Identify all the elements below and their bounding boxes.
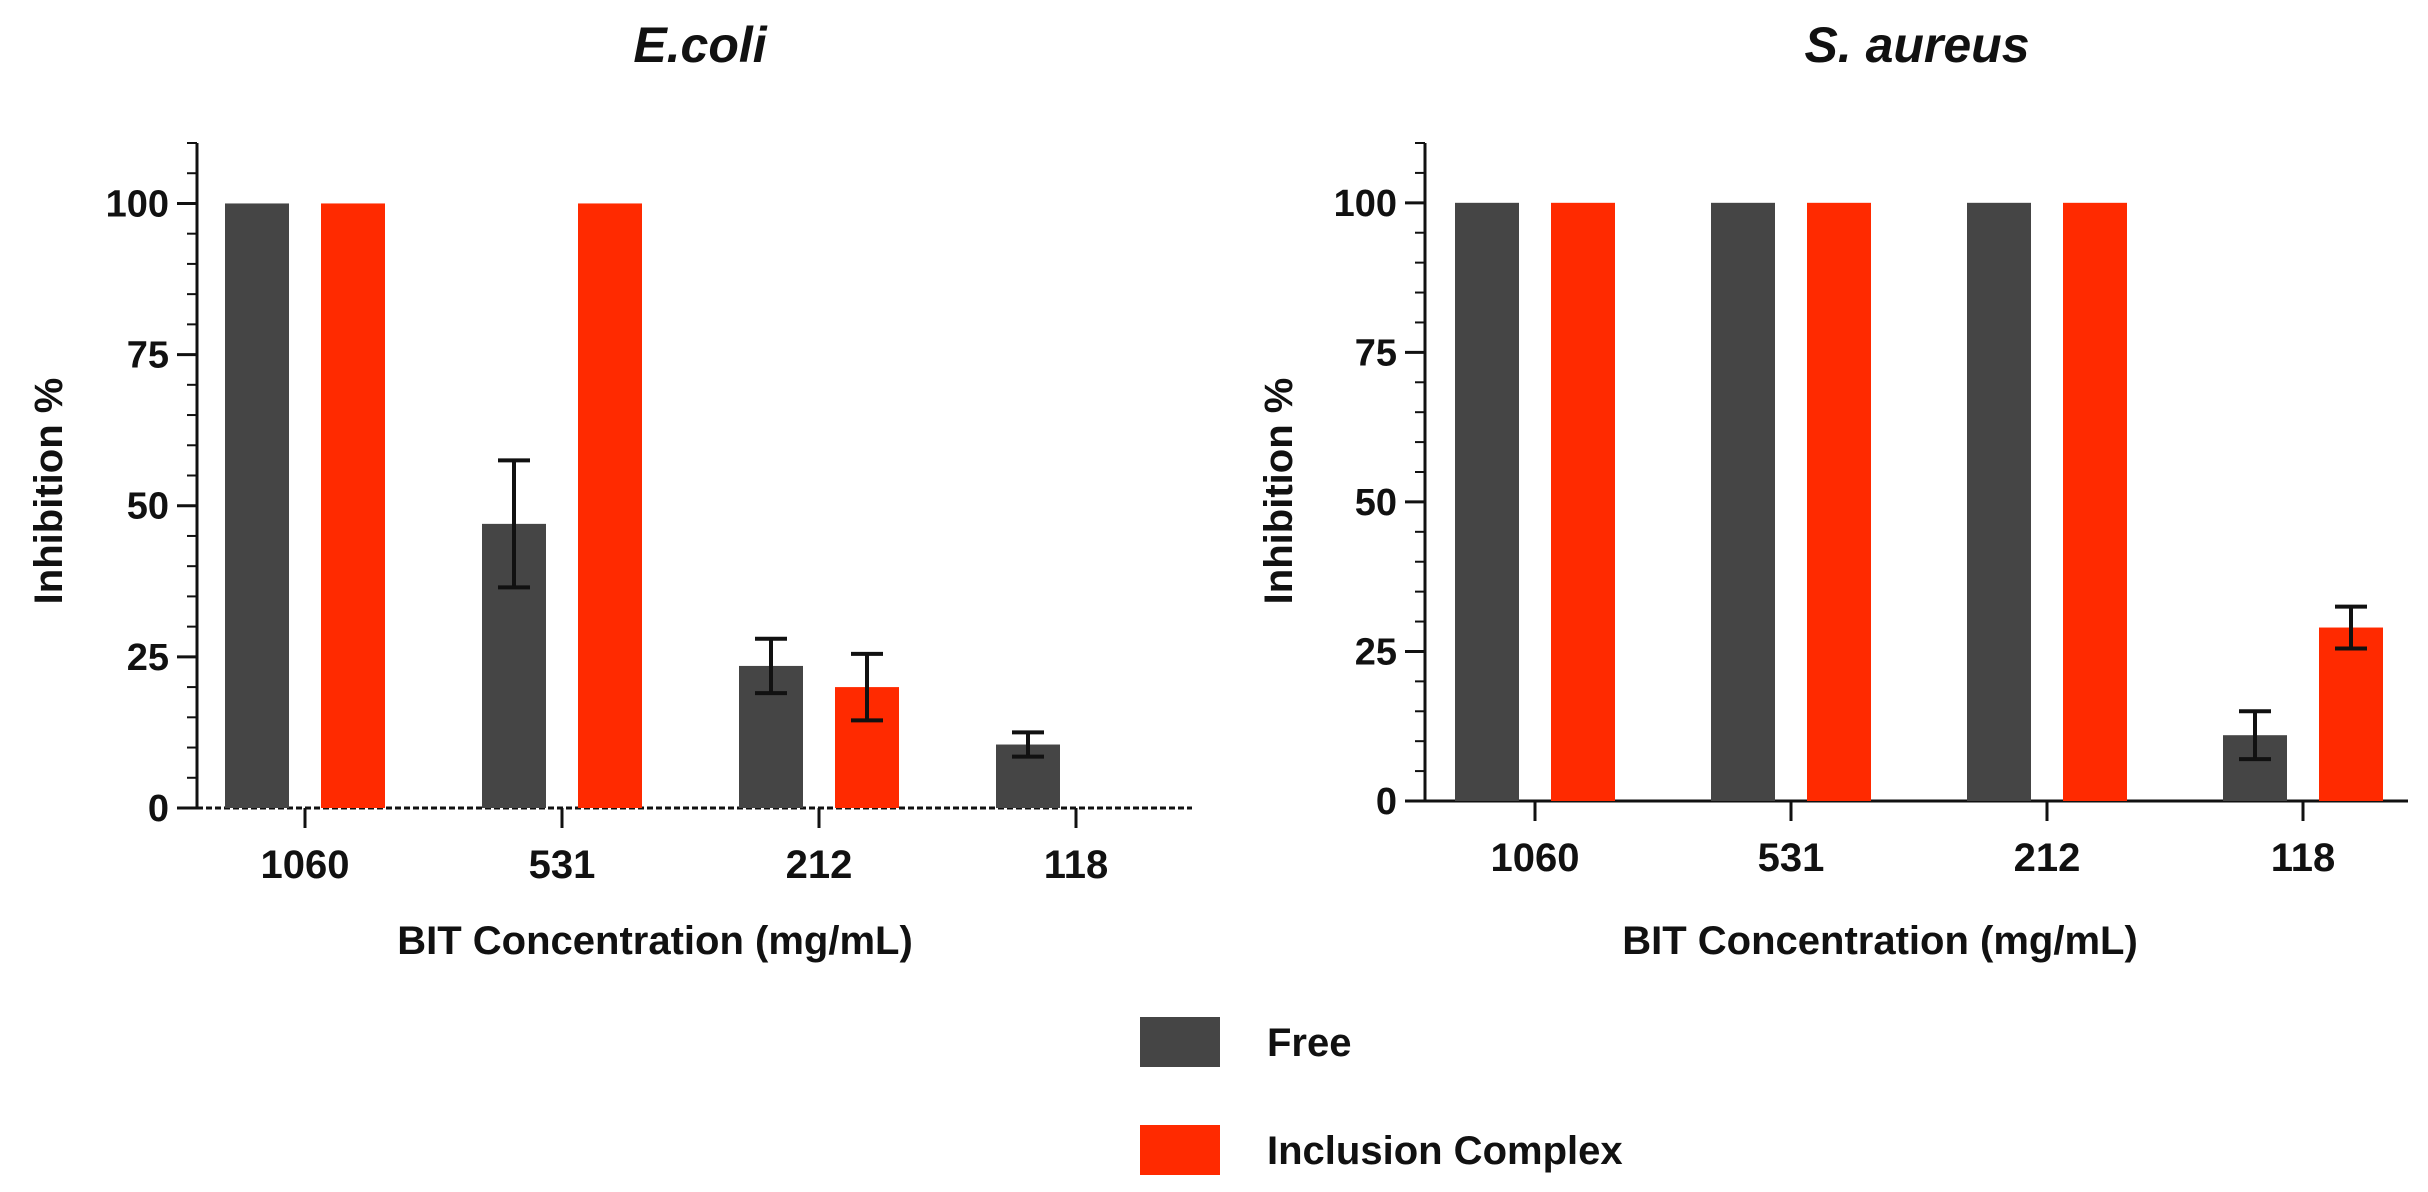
x-tick-label: 212 [2014,836,2081,880]
y-tick-label: 75 [1355,332,1397,374]
x-tick-label: 1060 [1491,836,1580,880]
legend: Free Inclusion Complex [1140,1017,1623,1175]
y-tick-label: 0 [1376,781,1397,823]
chart-panel-ecoli: E.coli Inhibition % BIT Concentration (m… [27,17,1192,963]
x-axis-title: BIT Concentration (mg/mL) [397,919,913,963]
bar [1551,202,1615,801]
legend-swatch-free [1140,1017,1220,1067]
x-axis-title: BIT Concentration (mg/mL) [1622,919,2138,963]
bars [225,203,1060,809]
x-tick-label: 531 [529,843,596,887]
bar [1711,202,1775,801]
bar [321,203,385,809]
legend-label-inclusion-complex: Inclusion Complex [1267,1129,1623,1173]
chart-title: S. aureus [1804,17,2029,73]
bars [1455,202,2383,801]
chart-title: E.coli [633,17,767,73]
x-axis: 1060 531 212 118 [1425,799,2408,880]
y-tick-label: 100 [106,183,169,225]
y-axis-title: Inhibition % [1257,378,1301,605]
bar [1455,202,1519,801]
y-axis: 0 25 50 75 100 [1334,142,1427,823]
y-axis-title: Inhibition % [27,378,71,605]
x-tick-label: 212 [786,843,853,887]
y-tick-label: 25 [1355,631,1397,673]
bar [2063,202,2127,801]
x-tick-label: 1060 [261,843,350,887]
y-tick-label: 0 [148,788,169,830]
bar [225,203,289,809]
bar [578,203,642,809]
x-axis: 1060 531 212 118 [197,806,1192,887]
y-tick-label: 75 [127,335,169,377]
bar [1967,202,2031,801]
legend-label-free: Free [1267,1021,1352,1065]
y-axis: 0 25 50 75 100 [106,142,199,830]
y-tick-label: 25 [127,637,169,679]
bar [1807,202,1871,801]
chart-panel-saureus: S. aureus Inhibition % BIT Concentration… [1257,17,2408,963]
y-tick-label: 50 [127,486,169,528]
x-tick-label: 118 [2271,836,2336,880]
y-tick-label: 50 [1355,482,1397,524]
bar [2319,627,2383,801]
x-tick-label: 118 [1044,843,1109,887]
legend-swatch-inclusion-complex [1140,1125,1220,1175]
x-tick-label: 531 [1758,836,1825,880]
y-tick-label: 100 [1334,183,1397,225]
